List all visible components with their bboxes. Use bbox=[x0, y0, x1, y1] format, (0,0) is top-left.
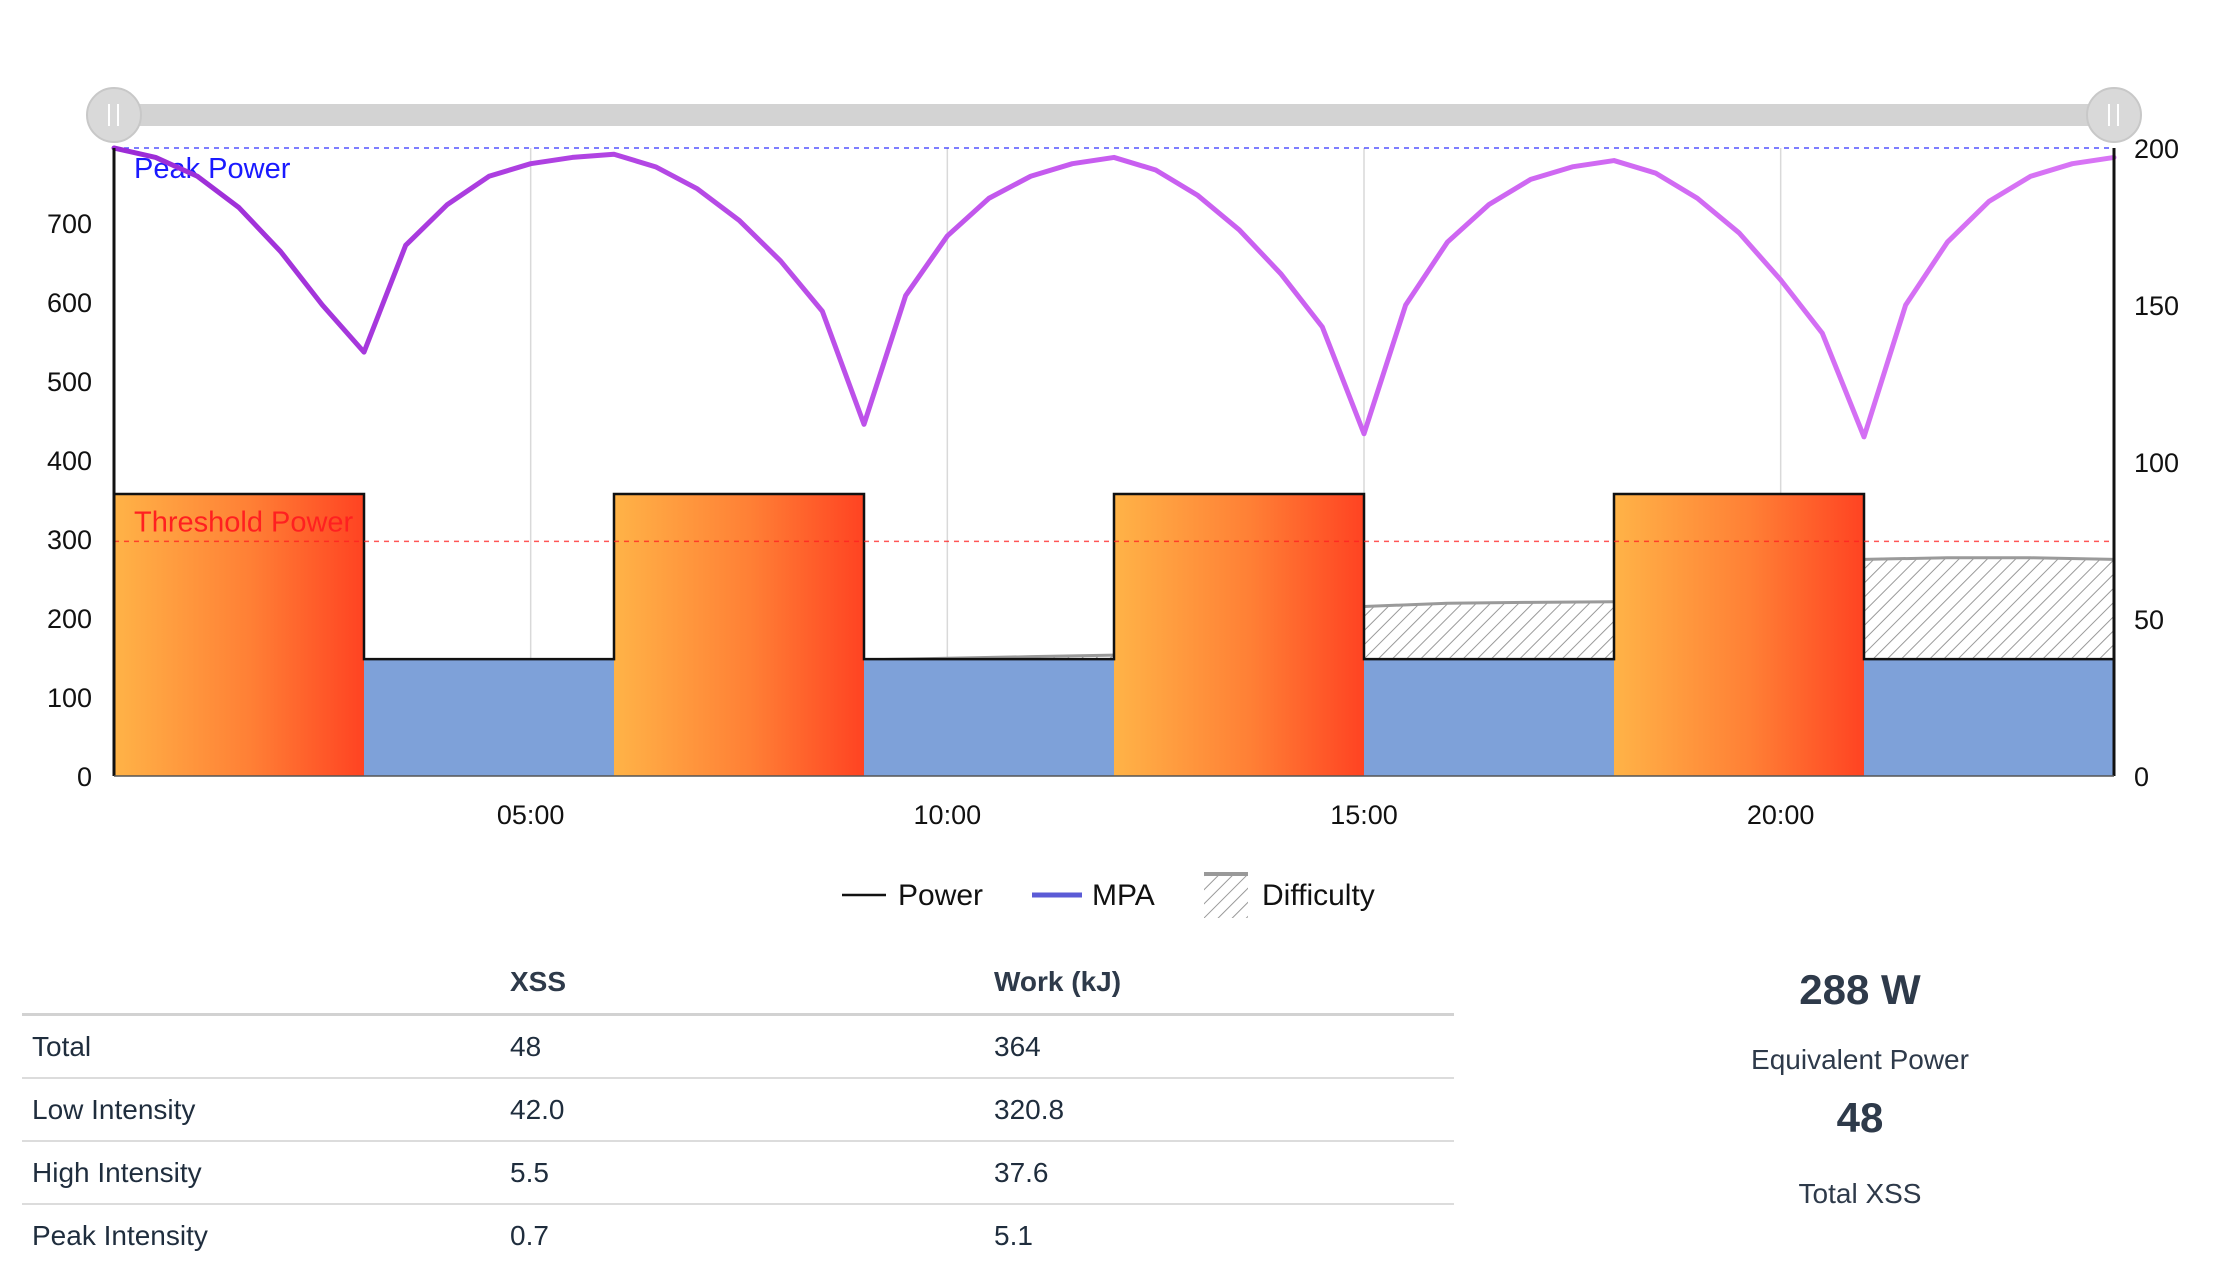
row-xss: 5.5 bbox=[500, 1141, 984, 1205]
y-left-tick-label: 300 bbox=[47, 525, 92, 555]
power-bar-high bbox=[1114, 493, 1364, 776]
y-right-tick-label: 150 bbox=[2134, 291, 2179, 321]
y-left-tick-label: 0 bbox=[77, 762, 92, 792]
row-xss: 48 bbox=[500, 1014, 984, 1079]
power-bar-low bbox=[1864, 659, 2114, 776]
x-tick-label: 05:00 bbox=[497, 800, 565, 830]
legend-item-mpa[interactable]: MPA bbox=[1032, 879, 1155, 912]
table-row: Peak Intensity 0.7 5.1 bbox=[22, 1204, 1454, 1266]
y-left-tick-label: 600 bbox=[47, 288, 92, 318]
row-work: 5.1 bbox=[994, 1219, 1033, 1251]
y-left-tick-label: 700 bbox=[47, 209, 92, 239]
mpa-line bbox=[111, 145, 2117, 440]
y-right-tick-label: 100 bbox=[2134, 448, 2179, 478]
power-line bbox=[114, 492, 2114, 661]
legend-item-power[interactable]: Power bbox=[842, 879, 983, 912]
legend-item-difficulty[interactable]: Difficulty bbox=[1204, 872, 1375, 918]
y-right-tick-label: 200 bbox=[2134, 134, 2179, 164]
y-left-tick-label: 400 bbox=[47, 446, 92, 476]
total-xss-value: 48 bbox=[1836, 1094, 1884, 1141]
row-work: 364 bbox=[984, 1014, 1454, 1079]
y-left-tick-label: 100 bbox=[47, 683, 92, 713]
difficulty-line bbox=[1863, 556, 2115, 561]
y-left-tick-label: 200 bbox=[47, 604, 92, 634]
table-row: High Intensity 5.5 37.6 bbox=[22, 1141, 1454, 1205]
power-bar-low bbox=[1364, 659, 1614, 776]
table-header-row: XSS Work (kJ) bbox=[22, 965, 1454, 1016]
table-row: Total 48 364 bbox=[22, 1014, 1454, 1079]
reference-label: Threshold Power bbox=[134, 506, 354, 538]
mpa-series bbox=[111, 145, 2117, 440]
slider-right-handle[interactable] bbox=[2086, 87, 2142, 143]
row-xss: 0.7 bbox=[510, 1219, 549, 1251]
x-tick-label: 20:00 bbox=[1747, 800, 1815, 830]
power-bar-low bbox=[864, 659, 1114, 776]
table-header-cell bbox=[22, 965, 500, 1016]
row-label: Peak Intensity bbox=[32, 1219, 208, 1251]
table-row: Low Intensity 42.0 320.8 bbox=[22, 1078, 1454, 1142]
x-tick-label: 10:00 bbox=[914, 800, 982, 830]
slider-track[interactable] bbox=[112, 104, 2116, 126]
x-tick-label: 15:00 bbox=[1330, 800, 1398, 830]
row-label: Total bbox=[22, 1014, 500, 1079]
row-work: 320.8 bbox=[984, 1078, 1454, 1142]
range-slider[interactable] bbox=[86, 87, 2142, 143]
power-bar-low bbox=[364, 659, 614, 776]
equivalent-power-value: 288 W bbox=[1799, 966, 1921, 1013]
total-xss-label: Total XSS bbox=[1798, 1178, 1922, 1209]
legend: Power MPA Difficulty bbox=[842, 872, 1375, 918]
power-bar-high bbox=[1614, 493, 1864, 776]
legend-label-power: Power bbox=[898, 879, 983, 912]
power-bar-high bbox=[614, 493, 864, 776]
difficulty-fill bbox=[1864, 557, 2114, 660]
power-series bbox=[114, 492, 2114, 776]
y-right-tick-label: 0 bbox=[2134, 762, 2149, 792]
row-label: Low Intensity bbox=[22, 1078, 500, 1142]
legend-label-mpa: MPA bbox=[1092, 879, 1155, 912]
difficulty-area bbox=[863, 556, 2115, 662]
equivalent-power-label: Equivalent Power bbox=[1751, 1044, 1969, 1075]
difficulty-line bbox=[1363, 600, 1615, 608]
difficulty-fill bbox=[1364, 601, 1614, 660]
y-right-tick-label: 50 bbox=[2134, 605, 2164, 635]
row-label: High Intensity bbox=[22, 1141, 500, 1205]
legend-label-difficulty: Difficulty bbox=[1262, 879, 1375, 912]
row-xss: 42.0 bbox=[500, 1078, 984, 1142]
stats-table: XSS Work (kJ) Total 48 364 Low Intensity… bbox=[22, 965, 1454, 1266]
axes: 0 100 200 300 400 500 600 700 0 50 100 150 200 05:00 1… bbox=[47, 134, 2179, 830]
summary-panel: 288 W Equivalent Power 48 Total XSS bbox=[1600, 960, 2120, 1212]
table-header-work: Work (kJ) bbox=[984, 965, 1454, 1016]
slider-left-handle[interactable] bbox=[86, 87, 142, 143]
row-work: 37.6 bbox=[984, 1141, 1454, 1205]
table-header-xss: XSS bbox=[500, 965, 984, 1016]
y-left-tick-label: 500 bbox=[47, 367, 92, 397]
